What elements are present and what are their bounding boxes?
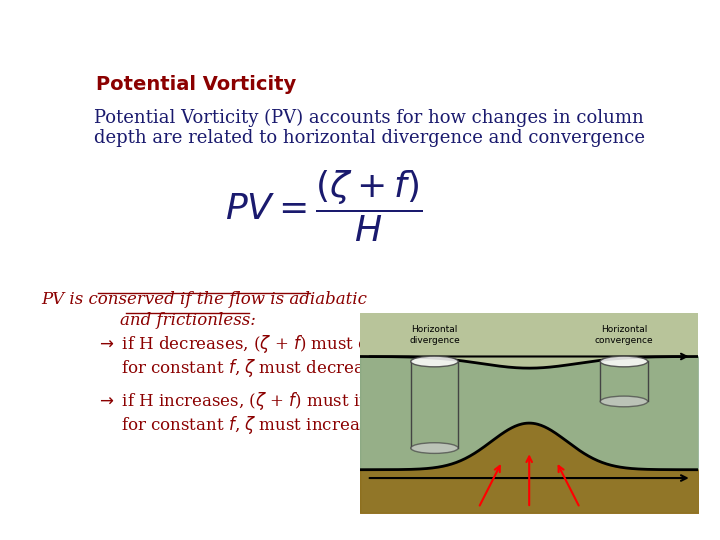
Text: PV is conserved if the flow is adiabatic: PV is conserved if the flow is adiabatic (42, 292, 367, 308)
Ellipse shape (410, 356, 458, 367)
Text: Potential Vorticity: Potential Vorticity (96, 75, 296, 94)
Text: and frictionless:: and frictionless: (120, 312, 256, 329)
Ellipse shape (600, 396, 648, 407)
Ellipse shape (410, 443, 458, 454)
Text: $\rightarrow$ if H decreases, ($\zeta$ + $f$) must decrease: $\rightarrow$ if H decreases, ($\zeta$ +… (96, 333, 434, 355)
Text: for constant $f$, $\zeta$ must increase: for constant $f$, $\zeta$ must increase (121, 414, 378, 436)
Text: for constant $f$, $\zeta$ must decrease: for constant $f$, $\zeta$ must decrease (121, 357, 382, 379)
Text: Horizontal
divergence: Horizontal divergence (409, 326, 460, 345)
Text: depth are related to horizontal divergence and convergence: depth are related to horizontal divergen… (94, 129, 644, 147)
Ellipse shape (600, 356, 648, 367)
Text: $\rightarrow$ if H increases, ($\zeta$ + $f$) must increase: $\rightarrow$ if H increases, ($\zeta$ +… (96, 390, 426, 412)
Polygon shape (360, 313, 698, 513)
Text: Potential Vorticity (PV) accounts for how changes in column: Potential Vorticity (PV) accounts for ho… (94, 109, 644, 127)
Text: $\mathit{PV} = \dfrac{(\zeta + f)}{H}$: $\mathit{PV} = \dfrac{(\zeta + f)}{H}$ (225, 168, 423, 244)
Text: Horizontal
convergence: Horizontal convergence (595, 326, 653, 345)
